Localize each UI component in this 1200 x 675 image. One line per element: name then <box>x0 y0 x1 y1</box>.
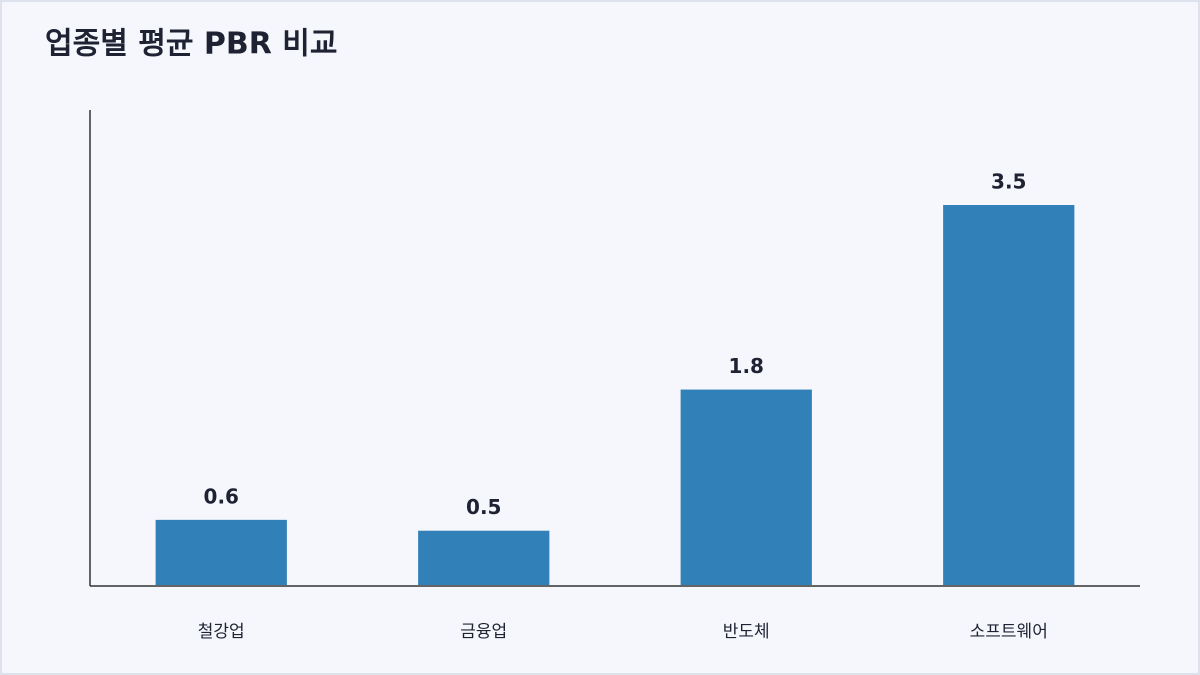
value-label: 1.8 <box>729 354 764 378</box>
x-tick-label: 금융업 <box>460 622 507 642</box>
x-tick-label: 소프트웨어 <box>970 622 1048 642</box>
bar <box>418 530 550 585</box>
bar <box>943 205 1075 585</box>
value-label: 0.6 <box>204 484 239 508</box>
x-tick-label: 철강업 <box>198 622 245 642</box>
bar <box>155 519 287 585</box>
value-label: 0.5 <box>466 495 501 519</box>
value-label: 3.5 <box>991 170 1026 194</box>
bar <box>680 389 812 585</box>
chart-title: 업종별 평균 PBR 비교 <box>45 27 338 62</box>
x-tick-label: 반도체 <box>723 622 770 642</box>
